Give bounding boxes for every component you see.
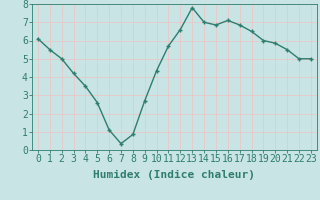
X-axis label: Humidex (Indice chaleur): Humidex (Indice chaleur) (93, 170, 255, 180)
